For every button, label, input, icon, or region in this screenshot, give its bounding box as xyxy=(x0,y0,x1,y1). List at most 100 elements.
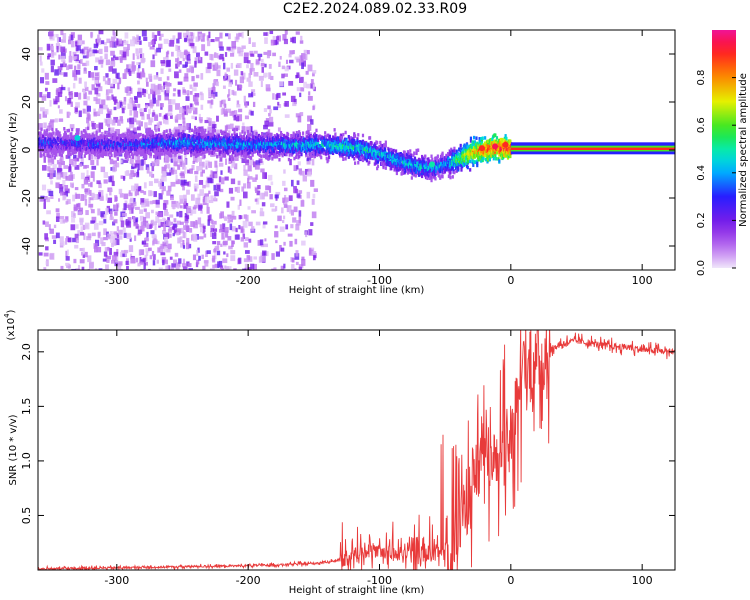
noise-point xyxy=(81,48,86,55)
noise-point xyxy=(265,84,271,91)
ridge-point xyxy=(134,133,138,138)
noise-point xyxy=(119,216,124,222)
ridge-point xyxy=(134,147,137,152)
noise-point xyxy=(158,43,163,50)
noise-point xyxy=(87,123,90,129)
ridge-point xyxy=(99,149,102,153)
noise-point xyxy=(257,240,262,246)
ridge-point xyxy=(303,149,306,153)
noise-point xyxy=(250,53,255,57)
noise-point xyxy=(42,111,47,118)
noise-point xyxy=(107,117,112,125)
noise-point xyxy=(157,247,161,253)
noise-point xyxy=(239,215,243,220)
noise-point xyxy=(211,220,214,225)
noise-point xyxy=(252,101,256,108)
noise-point xyxy=(138,229,143,234)
ridge-point xyxy=(227,140,231,145)
ridge-point xyxy=(108,133,111,137)
noise-point xyxy=(65,216,69,222)
ridge-point xyxy=(297,133,300,138)
noise-point xyxy=(90,159,95,166)
noise-point xyxy=(161,166,167,174)
noise-point xyxy=(228,89,231,96)
ridge-point xyxy=(120,147,123,151)
spectrogram-data xyxy=(38,30,675,270)
noise-point xyxy=(261,202,266,207)
noise-point xyxy=(244,159,249,163)
noise-point xyxy=(139,215,145,221)
ridge-point xyxy=(190,150,193,154)
noise-point xyxy=(50,195,54,199)
ridge-point xyxy=(234,153,237,158)
ridge-point xyxy=(270,132,273,137)
ridge-point xyxy=(169,131,172,136)
ridge-point xyxy=(224,139,227,144)
noise-point xyxy=(134,118,137,123)
noise-point xyxy=(144,122,148,129)
noise-point xyxy=(297,115,302,123)
noise-point xyxy=(230,196,235,201)
noise-point xyxy=(160,85,164,93)
noise-point xyxy=(52,78,58,83)
noise-point xyxy=(69,124,75,129)
noise-point xyxy=(113,235,116,240)
noise-point xyxy=(159,33,164,38)
ridge-point xyxy=(289,149,292,154)
noise-point xyxy=(159,245,164,253)
noise-point xyxy=(154,49,158,56)
ridge-point xyxy=(164,143,168,148)
ridge-point xyxy=(238,136,242,140)
noise-point xyxy=(71,268,77,270)
noise-point xyxy=(177,125,183,133)
noise-point xyxy=(151,234,157,238)
ridge-point xyxy=(238,151,241,156)
ridge-point xyxy=(192,134,195,138)
noise-point xyxy=(134,220,137,224)
ridge-point xyxy=(115,147,118,151)
noise-point xyxy=(79,259,85,264)
noise-point xyxy=(310,83,313,89)
noise-point xyxy=(195,74,200,79)
ridge-point xyxy=(80,130,83,135)
ridge-point xyxy=(298,154,301,158)
ridge-point xyxy=(268,146,272,150)
noise-point xyxy=(274,194,279,199)
ridge-point xyxy=(43,136,46,140)
noise-point xyxy=(288,80,294,86)
noise-point xyxy=(237,180,241,186)
noise-point xyxy=(149,200,153,205)
noise-point xyxy=(52,52,57,56)
noise-point xyxy=(110,60,116,67)
noise-point xyxy=(246,126,251,133)
noise-point xyxy=(243,52,249,57)
noise-point xyxy=(289,50,294,55)
noise-point xyxy=(88,71,91,78)
noise-point xyxy=(109,158,114,165)
noise-point xyxy=(262,250,267,256)
noise-point xyxy=(268,185,272,193)
noise-point xyxy=(38,47,43,51)
noise-point xyxy=(213,79,216,86)
ridge-point xyxy=(196,144,199,148)
ridge-point xyxy=(209,150,212,154)
ridge-point xyxy=(266,146,269,151)
noise-point xyxy=(252,92,256,96)
ridge-point xyxy=(61,143,64,148)
noise-point xyxy=(133,172,138,177)
noise-point xyxy=(219,188,224,193)
noise-point xyxy=(150,40,155,45)
ridge-point xyxy=(42,152,45,157)
noise-point xyxy=(123,96,127,102)
noise-point xyxy=(57,66,63,71)
noise-point xyxy=(243,258,249,263)
ridge-point xyxy=(197,140,201,144)
noise-point xyxy=(182,89,186,93)
noise-point xyxy=(177,89,181,97)
noise-point xyxy=(126,265,129,270)
noise-point xyxy=(284,197,289,203)
noise-point xyxy=(277,127,281,132)
noise-point xyxy=(158,267,163,270)
noise-point xyxy=(230,250,236,255)
noise-point xyxy=(120,159,123,164)
